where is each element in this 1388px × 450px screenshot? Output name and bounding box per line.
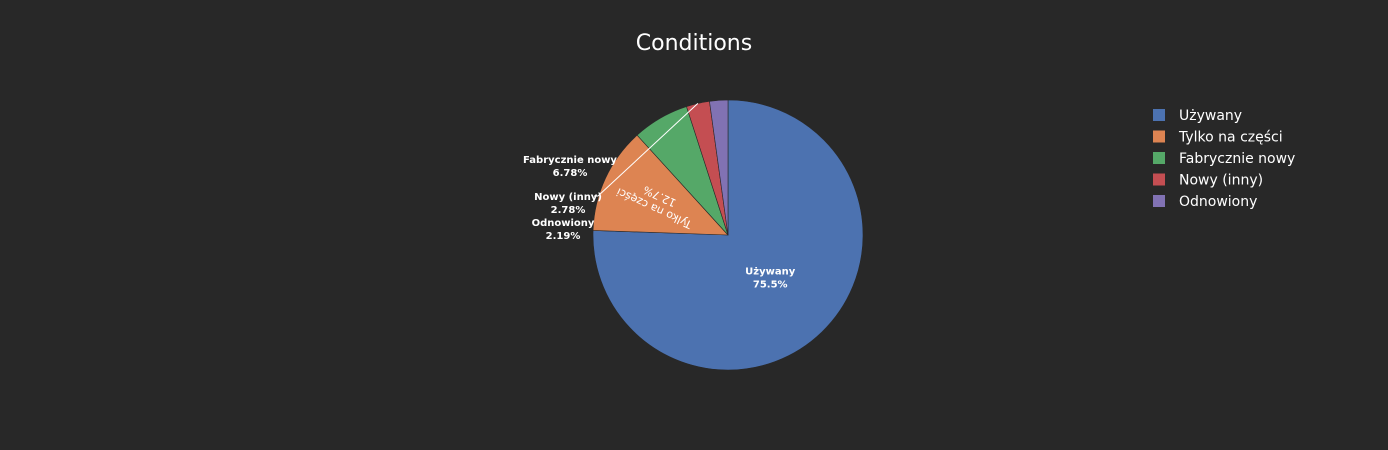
label-nowy-inny-connector [594,103,699,197]
label-odnowiony-name: Odnowiony [532,218,595,229]
label-uzywany-percent: 75.5% [753,280,788,291]
legend-swatch [1153,130,1165,143]
legend-item-fabrycznie-nowy[interactable]: Fabrycznie nowy [1153,151,1295,167]
legend-label: Odnowiony [1179,194,1257,210]
legend-swatch [1153,109,1165,121]
legend-item-tylko-na-czesci[interactable]: Tylko na części [1153,130,1283,146]
label-odnowiony-percent: 2.19% [546,231,581,242]
chart-title: Conditions [636,31,752,56]
legend: Używany Tylko na części Fabrycznie nowy Now… [1153,108,1295,210]
legend-item-nowy-inny[interactable]: Nowy (inny) [1153,173,1263,189]
legend-swatch [1153,195,1165,207]
label-nowy-inny-percent: 2.78% [551,205,586,216]
label-fabrycznie-nowy-percent: 6.78% [553,168,588,179]
legend-swatch [1153,152,1165,164]
pie-slices [592,99,864,371]
legend-label: Tylko na części [1178,130,1283,146]
legend-item-uzywany[interactable]: Używany [1153,108,1242,124]
legend-label: Nowy (inny) [1179,173,1263,189]
label-fabrycznie-nowy-name: Fabrycznie nowy [523,155,617,166]
slice-tylko-na-czesci[interactable] [592,134,729,236]
legend-label: Używany [1179,108,1242,124]
legend-item-odnowiony[interactable]: Odnowiony [1153,194,1257,210]
legend-label: Fabrycznie nowy [1179,151,1295,167]
label-uzywany-name: Używany [745,267,796,278]
legend-swatch [1153,173,1165,186]
label-nowy-inny-name: Nowy (inny) [534,192,602,203]
slice-odnowiony[interactable] [709,99,729,236]
